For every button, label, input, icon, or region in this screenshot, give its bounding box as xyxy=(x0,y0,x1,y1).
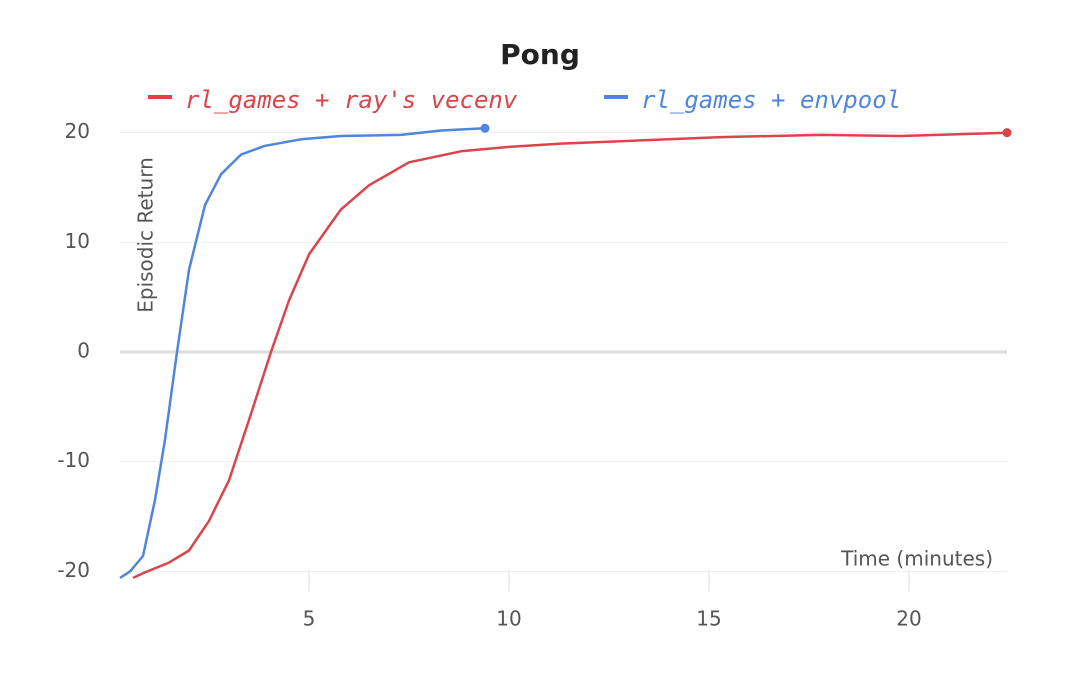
legend-label: rl_games + envpool xyxy=(641,86,901,114)
x-tick-label: 5 xyxy=(303,607,316,631)
legend-label: rl_games + ray's vecenv xyxy=(185,86,518,114)
y-tick-label: 10 xyxy=(65,229,90,253)
x-tick-label: 10 xyxy=(496,607,521,631)
y-tick-label: -10 xyxy=(57,448,90,472)
series-line xyxy=(119,127,486,579)
y-axis-label: Episodic Return xyxy=(134,157,158,313)
x-tick-label: 15 xyxy=(696,607,721,631)
end-point xyxy=(1002,128,1012,138)
series-line xyxy=(132,131,1008,580)
end-point xyxy=(480,123,490,133)
x-tick-label: 20 xyxy=(896,607,921,631)
y-tick-label: 0 xyxy=(77,339,90,363)
chart-title: Pong xyxy=(500,38,580,71)
x-axis-label: Time (minutes) xyxy=(840,547,993,571)
y-tick-label: 20 xyxy=(65,119,90,143)
y-tick-label: -20 xyxy=(57,558,90,582)
